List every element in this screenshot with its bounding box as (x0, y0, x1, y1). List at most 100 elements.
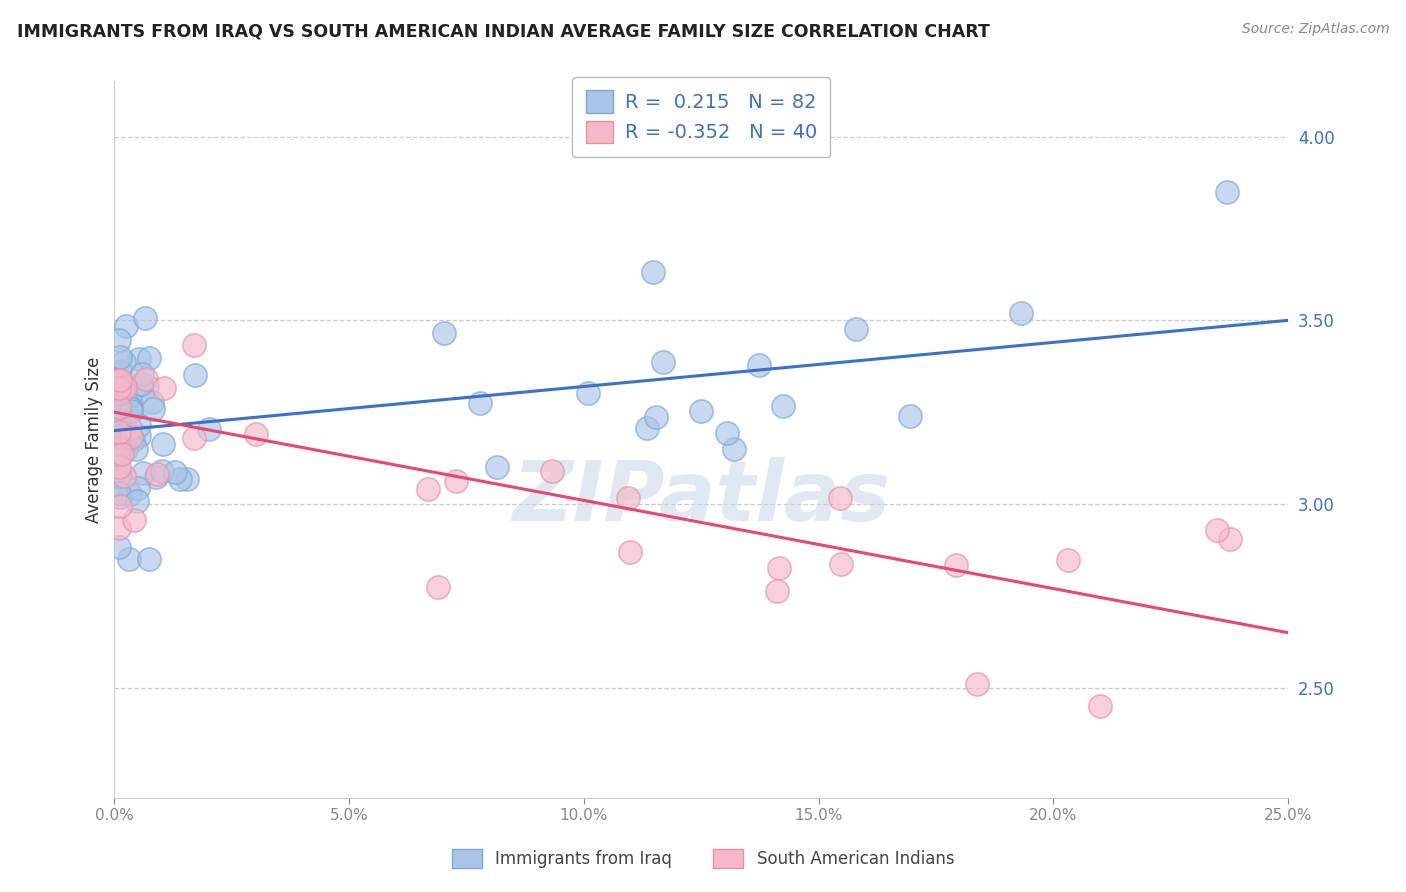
Point (111, 383, 134, 397)
Point (108, 441, 131, 455)
Y-axis label: Average Family Size: Average Family Size (86, 357, 103, 523)
Point (108, 373, 131, 387)
Point (120, 403, 142, 417)
Text: IMMIGRANTS FROM IRAQ VS SOUTH AMERICAN INDIAN AVERAGE FAMILY SIZE CORRELATION CH: IMMIGRANTS FROM IRAQ VS SOUTH AMERICAN I… (17, 22, 990, 40)
Point (108, 413, 131, 427)
Point (1219, 532, 1241, 546)
Point (644, 409, 666, 424)
Point (169, 473, 191, 487)
Point (128, 351, 150, 366)
Point (131, 367, 153, 381)
Point (176, 473, 198, 487)
Point (122, 434, 145, 448)
Point (111, 428, 134, 442)
Point (898, 409, 921, 424)
Point (114, 436, 136, 450)
Legend: R =  0.215   N = 82, R = -0.352   N = 40: R = 0.215 N = 82, R = -0.352 N = 40 (572, 77, 831, 157)
Text: ZIPatlas: ZIPatlas (512, 457, 890, 538)
Point (141, 402, 163, 417)
Point (125, 442, 148, 456)
Point (108, 459, 131, 474)
Point (108, 540, 131, 554)
Point (152, 464, 174, 478)
Point (723, 442, 745, 457)
Point (108, 377, 131, 392)
Point (830, 558, 852, 572)
Point (643, 265, 665, 279)
Point (541, 464, 564, 478)
Point (636, 421, 658, 435)
Point (120, 429, 142, 443)
Point (110, 438, 132, 452)
Point (108, 400, 131, 414)
Point (748, 358, 770, 372)
Point (110, 442, 132, 457)
Point (486, 460, 509, 475)
Point (120, 487, 142, 501)
Point (183, 338, 205, 352)
Point (128, 418, 150, 433)
Point (845, 322, 868, 336)
Legend: Immigrants from Iraq, South American Indians: Immigrants from Iraq, South American Ind… (443, 840, 963, 877)
Point (145, 470, 167, 484)
Point (690, 404, 713, 418)
Point (619, 545, 641, 559)
Point (129, 376, 152, 391)
Point (470, 396, 492, 410)
Point (108, 415, 131, 429)
Point (114, 428, 136, 442)
Point (766, 583, 789, 598)
Point (616, 491, 638, 505)
Point (108, 433, 131, 447)
Point (418, 482, 440, 496)
Point (112, 469, 135, 483)
Point (108, 445, 131, 459)
Point (108, 387, 131, 401)
Point (125, 494, 148, 508)
Point (108, 469, 131, 483)
Point (108, 425, 131, 439)
Point (444, 474, 467, 488)
Point (108, 374, 131, 388)
Point (110, 351, 132, 365)
Point (427, 580, 450, 594)
Point (114, 442, 136, 456)
Point (138, 351, 160, 365)
Point (108, 448, 131, 462)
Point (108, 421, 131, 435)
Point (108, 442, 131, 456)
Point (114, 418, 136, 433)
Point (1090, 699, 1112, 714)
Point (120, 421, 142, 435)
Point (108, 403, 131, 417)
Point (111, 376, 134, 391)
Point (118, 552, 141, 566)
Point (146, 467, 169, 481)
Point (716, 425, 738, 440)
Point (110, 403, 132, 417)
Point (108, 520, 131, 534)
Point (108, 443, 131, 458)
Point (1010, 306, 1032, 320)
Point (110, 499, 132, 513)
Point (121, 398, 143, 412)
Point (165, 465, 187, 479)
Point (108, 468, 131, 483)
Point (134, 311, 156, 326)
Point (966, 677, 988, 691)
Point (108, 381, 131, 395)
Point (153, 381, 176, 395)
Point (112, 354, 135, 368)
Point (127, 481, 149, 495)
Text: Source: ZipAtlas.com: Source: ZipAtlas.com (1241, 22, 1389, 37)
Point (115, 319, 138, 334)
Point (576, 386, 599, 401)
Point (111, 447, 134, 461)
Point (138, 552, 160, 566)
Point (108, 490, 131, 504)
Point (128, 429, 150, 443)
Point (108, 486, 131, 500)
Point (768, 560, 790, 574)
Point (152, 437, 174, 451)
Point (108, 333, 131, 347)
